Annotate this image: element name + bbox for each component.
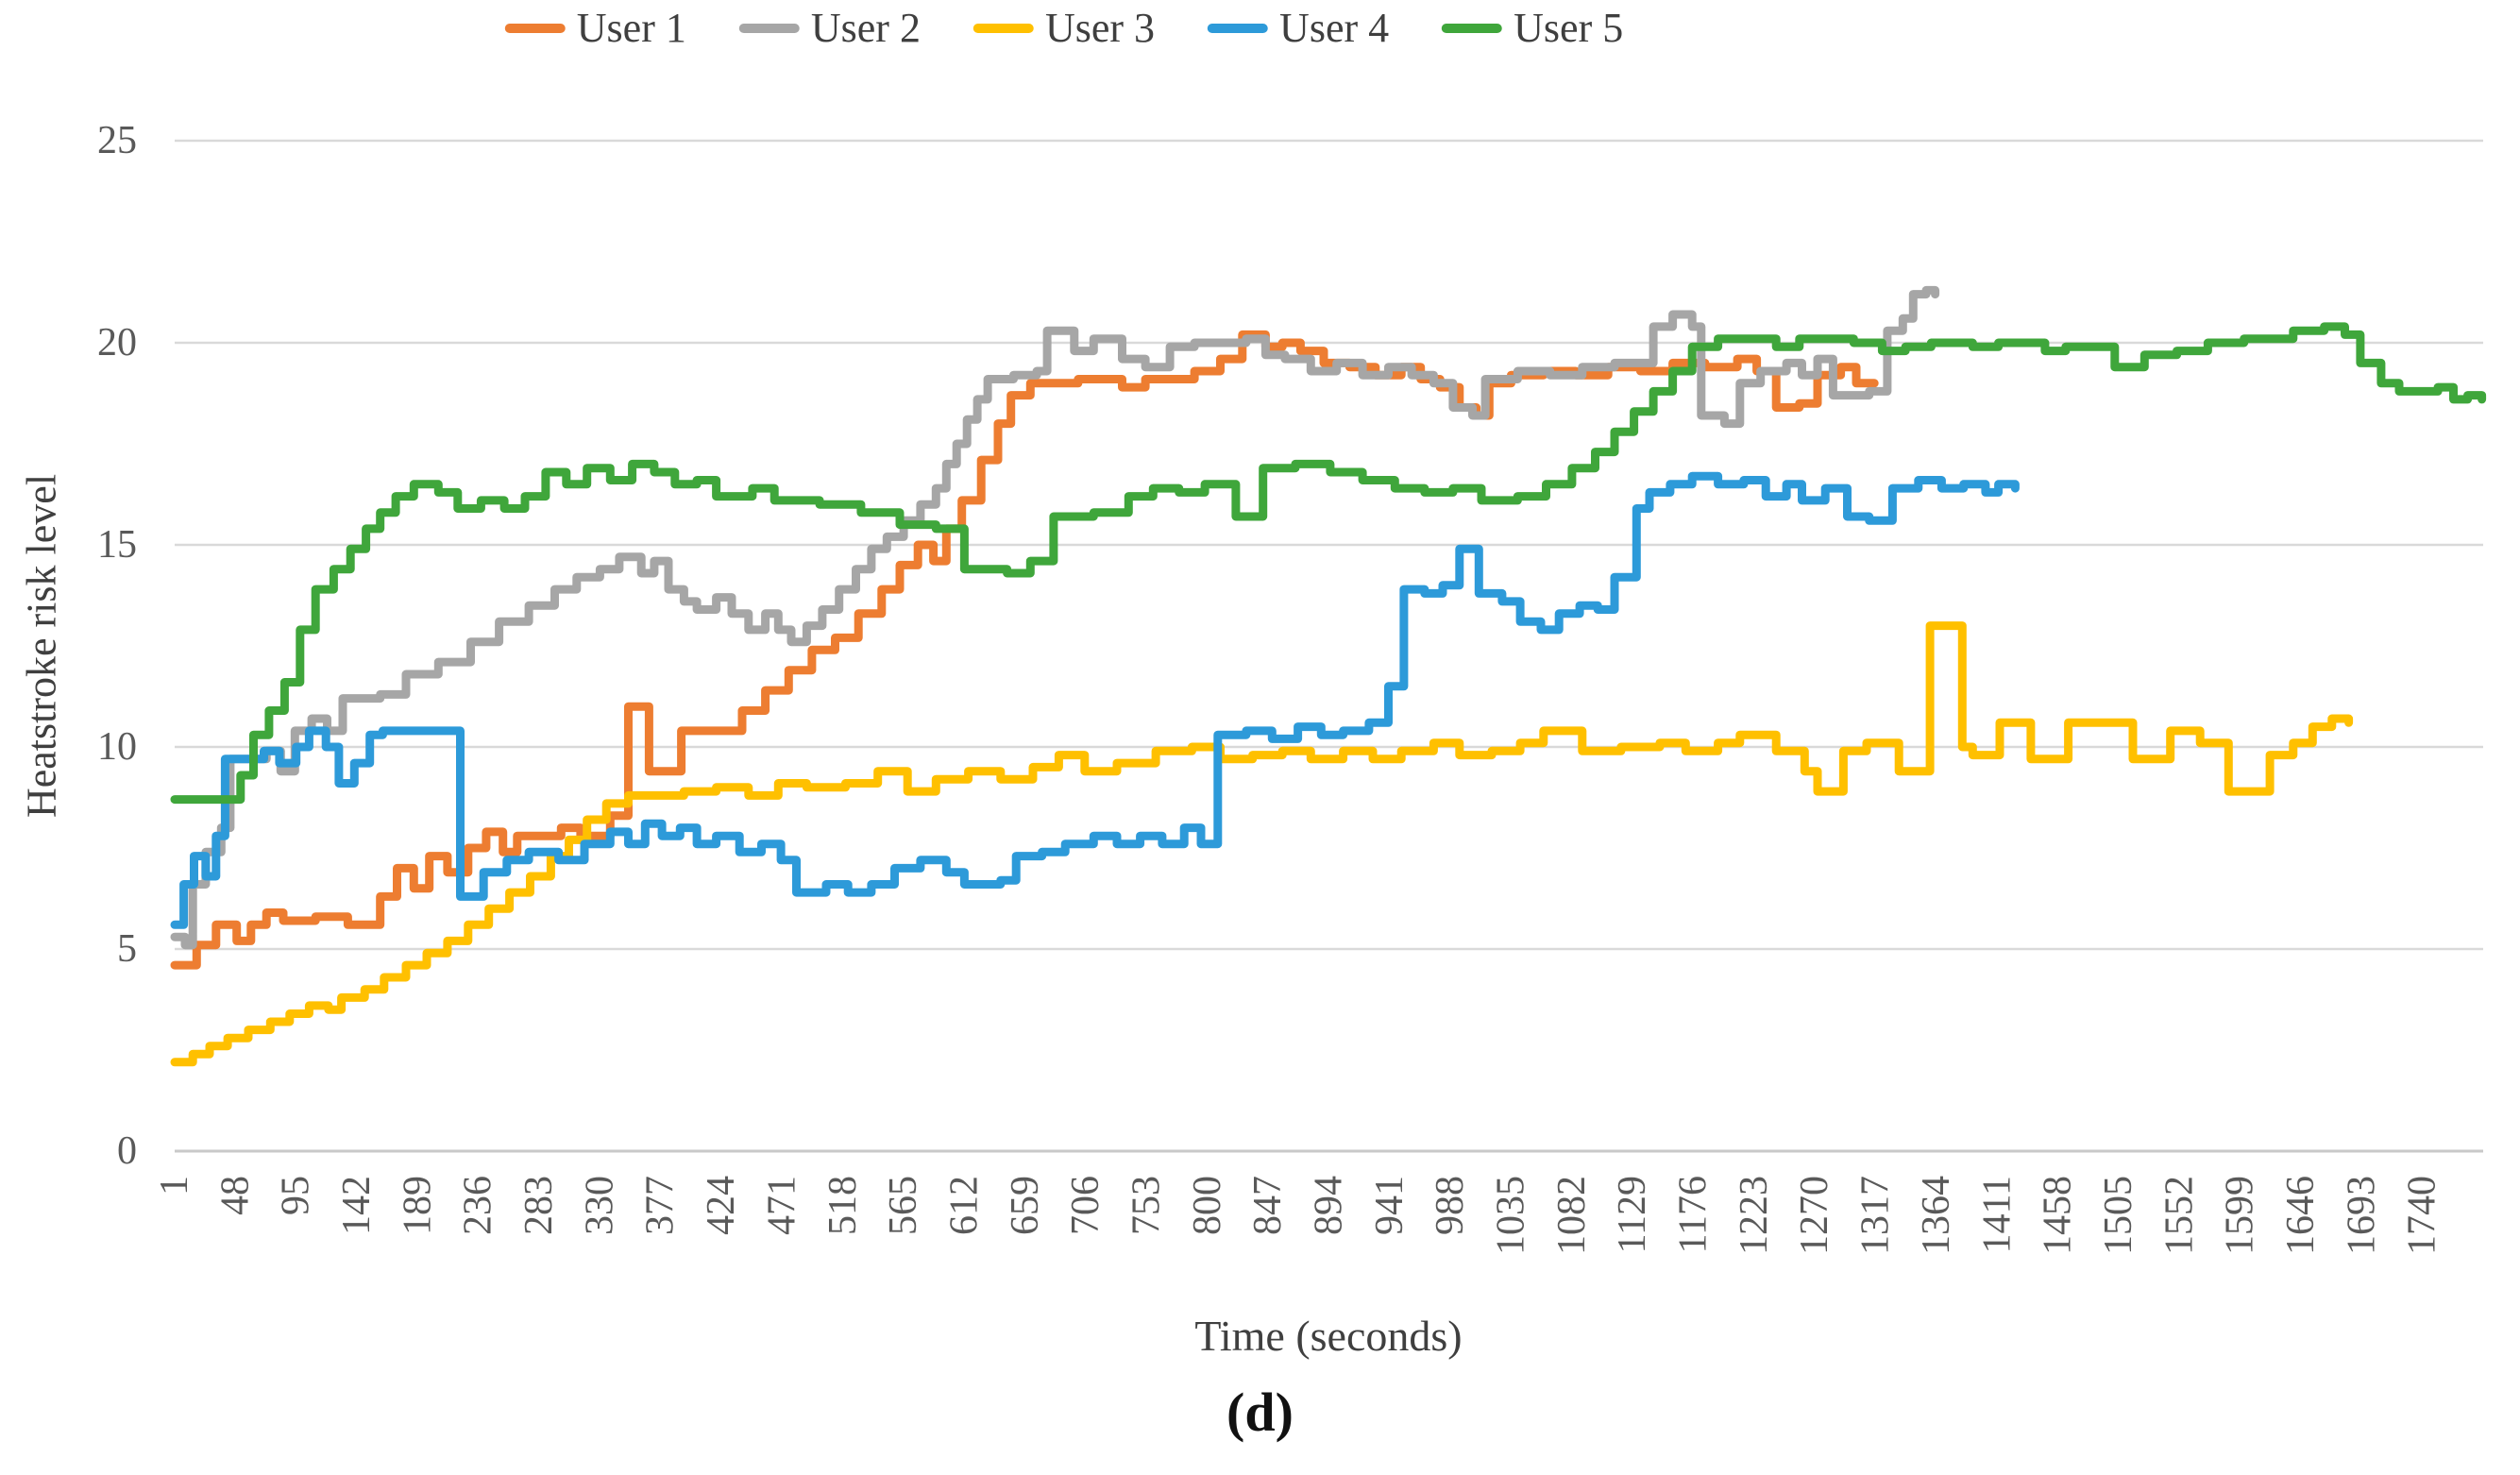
x-tick-label: 48 <box>213 1176 257 1215</box>
x-tick-label: 706 <box>1064 1176 1108 1235</box>
x-tick-label: 753 <box>1125 1176 1168 1235</box>
x-tick-label: 1458 <box>2037 1176 2080 1255</box>
series-line-user-3 <box>170 621 2354 1067</box>
x-tick-label: 800 <box>1186 1176 1229 1235</box>
x-tick-label: 1599 <box>2219 1176 2262 1255</box>
y-tick-label: 25 <box>97 119 137 162</box>
legend-item-user-3: User 3 <box>972 5 1156 51</box>
legend-swatch-icon <box>738 24 800 33</box>
legend-item-user-4: User 4 <box>1208 8 1389 49</box>
legend-label: User 4 <box>1279 5 1390 51</box>
x-tick-label: 424 <box>700 1176 743 1235</box>
x-tick-label: 659 <box>1004 1176 1047 1235</box>
legend-label: User 3 <box>1044 5 1156 51</box>
x-tick-label: 988 <box>1429 1176 1472 1235</box>
x-tick-label: 142 <box>335 1176 379 1235</box>
legend-swatch-icon <box>1208 24 1269 33</box>
x-tick-label: 1740 <box>2401 1176 2444 1255</box>
legend-swatch-icon <box>972 24 1034 33</box>
x-tick-label: 189 <box>396 1176 439 1235</box>
x-tick-label: 894 <box>1308 1176 1351 1235</box>
x-tick-label: 1 <box>153 1176 196 1195</box>
y-tick-label: 15 <box>97 523 137 567</box>
x-tick-label: 1364 <box>1915 1176 1958 1255</box>
x-tick-label: 1646 <box>2279 1176 2323 1255</box>
x-tick-label: 1129 <box>1611 1176 1654 1253</box>
x-tick-label: 1411 <box>1975 1176 2019 1253</box>
x-tick-label: 330 <box>578 1176 621 1235</box>
x-tick-label: 1223 <box>1733 1176 1776 1255</box>
legend-label: User 5 <box>1514 5 1624 51</box>
legend-label: User 1 <box>576 5 686 51</box>
legend-item-user-1: User 1 <box>504 5 686 51</box>
legend-item-user-5: User 5 <box>1442 8 1623 49</box>
x-tick-label: 565 <box>882 1176 925 1235</box>
y-tick-label: 20 <box>97 321 137 365</box>
x-tick-label: 1552 <box>2157 1176 2201 1255</box>
x-tick-label: 236 <box>457 1176 500 1235</box>
legend-swatch-icon <box>504 24 566 33</box>
x-tick-label: 1082 <box>1550 1176 1594 1255</box>
x-tick-label: 1270 <box>1793 1176 1836 1255</box>
figure-caption: (d) <box>1226 1382 1294 1443</box>
legend-swatch-icon <box>1442 24 1503 33</box>
x-tick-label: 471 <box>760 1176 803 1235</box>
y-tick-label: 10 <box>97 725 137 769</box>
series-line-user-5 <box>170 322 2487 805</box>
y-tick-label: 0 <box>117 1129 137 1173</box>
x-tick-label: 1176 <box>1672 1176 1716 1253</box>
y-axis-title: Heatstroke risk level <box>18 473 65 819</box>
x-axis-title: Time (seconds) <box>1194 1312 1463 1360</box>
x-tick-label: 1505 <box>2097 1176 2140 1255</box>
x-tick-label: 612 <box>942 1176 986 1235</box>
y-tick-label: 5 <box>117 927 137 971</box>
series-line-user-4 <box>170 471 2020 929</box>
x-tick-label: 1035 <box>1490 1176 1533 1255</box>
x-tick-label: 95 <box>275 1176 318 1215</box>
legend-label: User 2 <box>810 5 921 51</box>
legend-item-user-2: User 2 <box>738 5 921 51</box>
x-tick-label: 377 <box>639 1176 683 1235</box>
legend: User 1 User 2 User 3 User 4 User 5 <box>504 5 1623 51</box>
series-line-user-2 <box>170 285 1940 950</box>
x-tick-label: 283 <box>517 1176 561 1235</box>
x-tick-label: 1693 <box>2340 1176 2383 1255</box>
x-tick-label: 518 <box>821 1176 865 1235</box>
x-tick-label: 1317 <box>1854 1176 1898 1255</box>
x-tick-label: 847 <box>1246 1176 1290 1235</box>
x-tick-label: 941 <box>1368 1176 1412 1235</box>
